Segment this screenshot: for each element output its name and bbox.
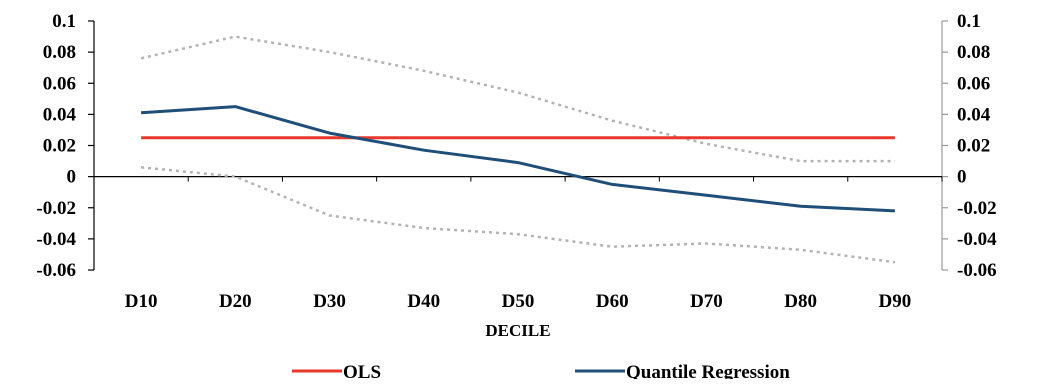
secondary-y-tick-label: 0.02: [957, 136, 990, 157]
x-tick-label: D60: [596, 291, 629, 312]
confidence-bound-line: [141, 167, 895, 262]
y-tick-label: 0.08: [43, 42, 76, 63]
y-tick-label: -0.06: [36, 260, 76, 281]
series-line-quantile-regression: [141, 107, 895, 211]
legend-label: Quantile Regression: [626, 362, 790, 379]
x-tick-label: D40: [407, 291, 440, 312]
secondary-y-tick-label: 0.06: [957, 73, 990, 94]
y-tick-label: 0.02: [43, 136, 76, 157]
confidence-bound-line: [141, 37, 895, 162]
x-tick-label: D70: [690, 291, 723, 312]
x-tick-label: D30: [313, 291, 346, 312]
x-tick-label: D90: [879, 291, 912, 312]
y-tick-label: -0.02: [36, 198, 76, 219]
x-axis-title: DECILE: [485, 321, 550, 340]
y-tick-label: -0.04: [36, 229, 76, 250]
axes-layer: [88, 21, 948, 270]
x-tick-label: D80: [784, 291, 817, 312]
labels-layer: DECILE -0.06 -0.06 -0.04 -0.04 -0.02 -0.02 0 0 0…: [36, 11, 997, 340]
series-layer: [141, 37, 895, 263]
secondary-y-tick-label: 0.1: [957, 11, 981, 32]
secondary-y-tick-label: -0.06: [957, 260, 997, 281]
secondary-y-tick-label: 0.08: [957, 42, 990, 63]
x-tick-label: D10: [125, 291, 158, 312]
secondary-y-tick-label: -0.04: [957, 229, 997, 250]
legend: OLS Quantile Regression: [292, 362, 790, 379]
legend-label: OLS: [343, 362, 381, 379]
secondary-y-tick-label: -0.02: [957, 198, 997, 219]
secondary-y-tick-label: 0: [957, 167, 967, 188]
y-tick-label: 0.1: [52, 11, 76, 32]
y-tick-label: 0.06: [43, 73, 76, 94]
secondary-y-tick-label: 0.04: [957, 104, 991, 125]
x-tick-label: D20: [219, 291, 252, 312]
x-tick-label: D50: [502, 291, 535, 312]
y-tick-label: 0.04: [43, 104, 77, 125]
y-tick-label: 0: [67, 167, 77, 188]
